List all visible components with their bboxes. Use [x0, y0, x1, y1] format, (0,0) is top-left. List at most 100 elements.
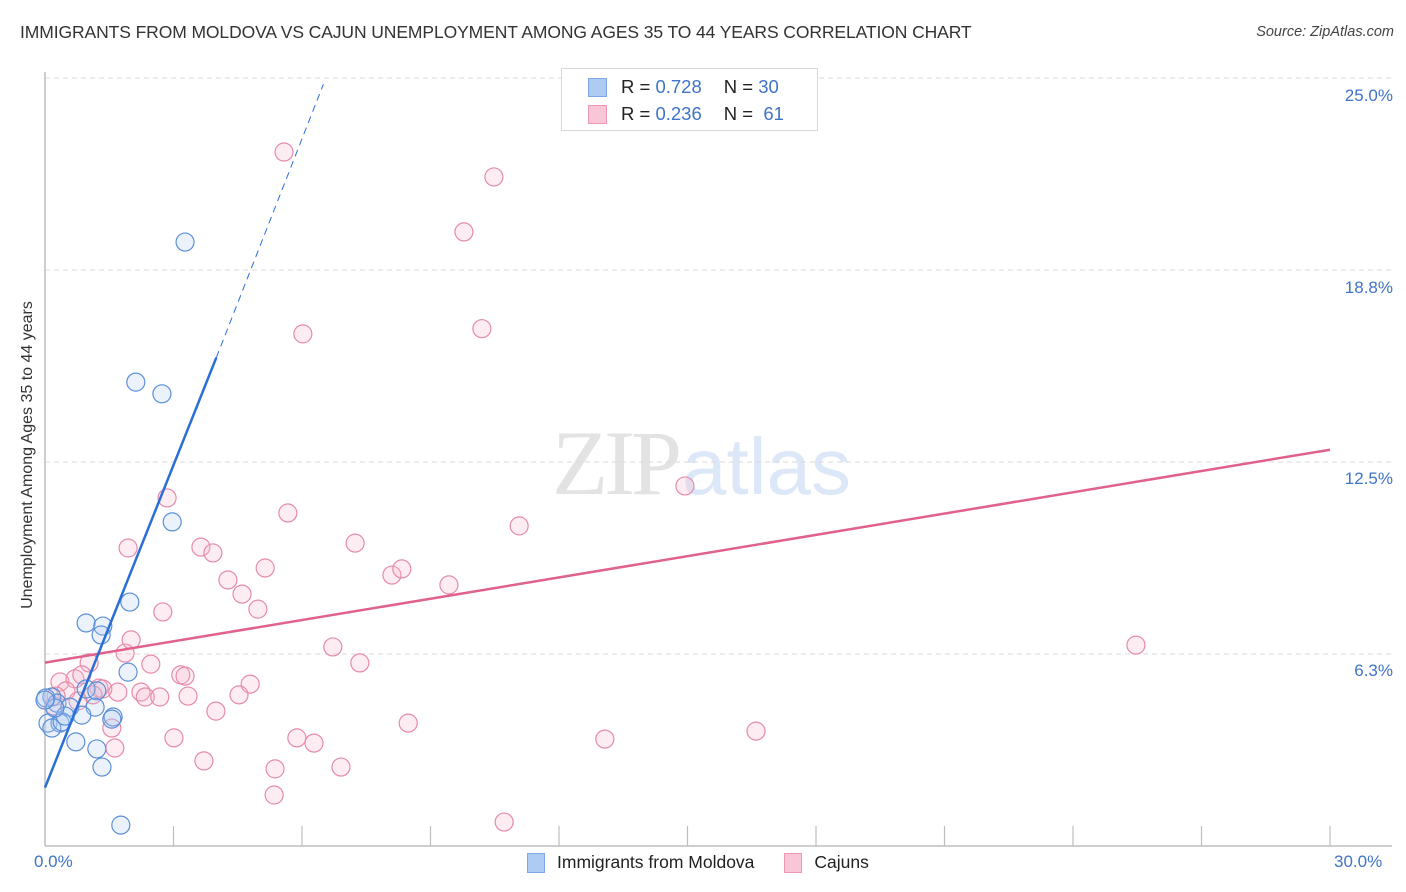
watermark-zip: ZIP: [552, 412, 682, 514]
data-point: [111, 815, 131, 835]
y-tick-18-8: 18.8%: [1344, 278, 1393, 297]
y-axis-label: Unemployment Among Ages 35 to 44 years: [19, 301, 36, 609]
data-point: [35, 690, 55, 710]
legend-item-cajuns[interactable]: Cajuns: [784, 852, 869, 873]
data-point: [175, 666, 195, 686]
legend-row-cajuns: R = 0.236 N = 61: [588, 103, 784, 125]
r-label: R =: [621, 103, 651, 124]
data-point: [509, 516, 529, 536]
legend-row-moldova: R = 0.728 N = 30: [588, 76, 779, 98]
data-point: [248, 599, 268, 619]
data-point: [454, 222, 474, 242]
data-point: [382, 565, 402, 585]
y-tick-25: 25.0%: [1344, 86, 1393, 105]
data-point: [278, 503, 298, 523]
r-label: R =: [621, 76, 651, 97]
n-value-moldova: 30: [758, 76, 779, 97]
y-tick-6-3: 6.3%: [1354, 661, 1393, 680]
series-legend: Immigrants from Moldova Cajuns: [527, 852, 899, 873]
correlation-legend: R = 0.728 N = 30 R = 0.236 N = 61: [561, 68, 818, 131]
data-point: [595, 729, 615, 749]
data-point: [42, 718, 62, 738]
data-point: [203, 543, 223, 563]
data-point: [331, 757, 351, 777]
legend-label-moldova: Immigrants from Moldova: [557, 852, 755, 872]
data-point: [152, 384, 172, 404]
legend-item-moldova[interactable]: Immigrants from Moldova: [527, 852, 754, 873]
data-point: [274, 142, 294, 162]
data-point: [350, 653, 370, 673]
data-point: [232, 584, 252, 604]
watermark: ZIPatlas: [552, 410, 851, 516]
data-point: [87, 739, 107, 759]
data-point: [105, 738, 125, 758]
data-point: [206, 701, 226, 721]
data-point: [162, 512, 182, 532]
moldova-points: [35, 232, 195, 835]
y-tick-12-5: 12.5%: [1344, 469, 1393, 488]
watermark-atlas: atlas: [682, 422, 851, 511]
data-point: [164, 728, 184, 748]
moldova-swatch: [588, 77, 607, 97]
data-point: [675, 476, 695, 496]
cajuns-points: [44, 142, 1146, 832]
chart-title: IMMIGRANTS FROM MOLDOVA VS CAJUN UNEMPLO…: [20, 22, 972, 42]
data-point: [494, 812, 514, 832]
data-point: [66, 732, 86, 752]
data-point: [141, 654, 161, 674]
data-point: [287, 728, 307, 748]
gridlines: [45, 77, 1392, 655]
data-point: [92, 757, 112, 777]
data-point: [120, 592, 140, 612]
data-point: [392, 559, 412, 579]
data-point: [264, 785, 284, 805]
cajuns-swatch: [588, 104, 607, 124]
data-point: [126, 372, 146, 392]
data-point: [255, 558, 275, 578]
data-point: [218, 570, 238, 590]
data-point: [304, 733, 324, 753]
moldova-swatch: [527, 852, 545, 873]
data-point: [102, 709, 122, 729]
data-point: [108, 682, 128, 702]
cajuns-swatch: [784, 852, 803, 873]
n-label: N =: [723, 103, 754, 124]
data-point: [1126, 635, 1146, 655]
data-point: [150, 687, 170, 707]
data-point: [194, 751, 214, 771]
n-value-cajuns: 61: [758, 103, 784, 124]
source-label: Source: ZipAtlas.com: [1256, 24, 1394, 40]
r-value-moldova: 0.728: [655, 76, 702, 97]
data-point: [398, 713, 418, 733]
cajuns-trend-line: [44, 448, 1331, 664]
trend-lines: [43, 83, 1331, 789]
data-point: [323, 637, 343, 657]
data-point: [345, 533, 365, 553]
data-point: [45, 698, 65, 718]
data-point: [484, 167, 504, 187]
data-point: [265, 759, 285, 779]
moldova-trend-line: [43, 357, 218, 789]
legend-label-cajuns: Cajuns: [814, 852, 869, 872]
data-point: [118, 662, 138, 682]
data-point: [293, 324, 313, 344]
data-point: [153, 602, 173, 622]
data-point: [191, 537, 211, 557]
data-point: [87, 681, 107, 701]
r-value-cajuns: 0.236: [655, 103, 702, 124]
x-tick-0: 0.0%: [34, 852, 73, 871]
data-point: [229, 685, 249, 705]
data-point: [439, 575, 459, 595]
data-point: [472, 319, 492, 339]
data-point: [135, 687, 155, 707]
data-point: [746, 721, 766, 741]
moldova-trend-extension: [215, 83, 324, 358]
data-point: [118, 538, 138, 558]
n-label: N =: [723, 76, 754, 97]
data-point: [175, 232, 195, 252]
data-point: [76, 613, 96, 633]
x-tick-30: 30.0%: [1334, 852, 1383, 871]
data-point: [178, 686, 198, 706]
axes: [44, 72, 1392, 847]
